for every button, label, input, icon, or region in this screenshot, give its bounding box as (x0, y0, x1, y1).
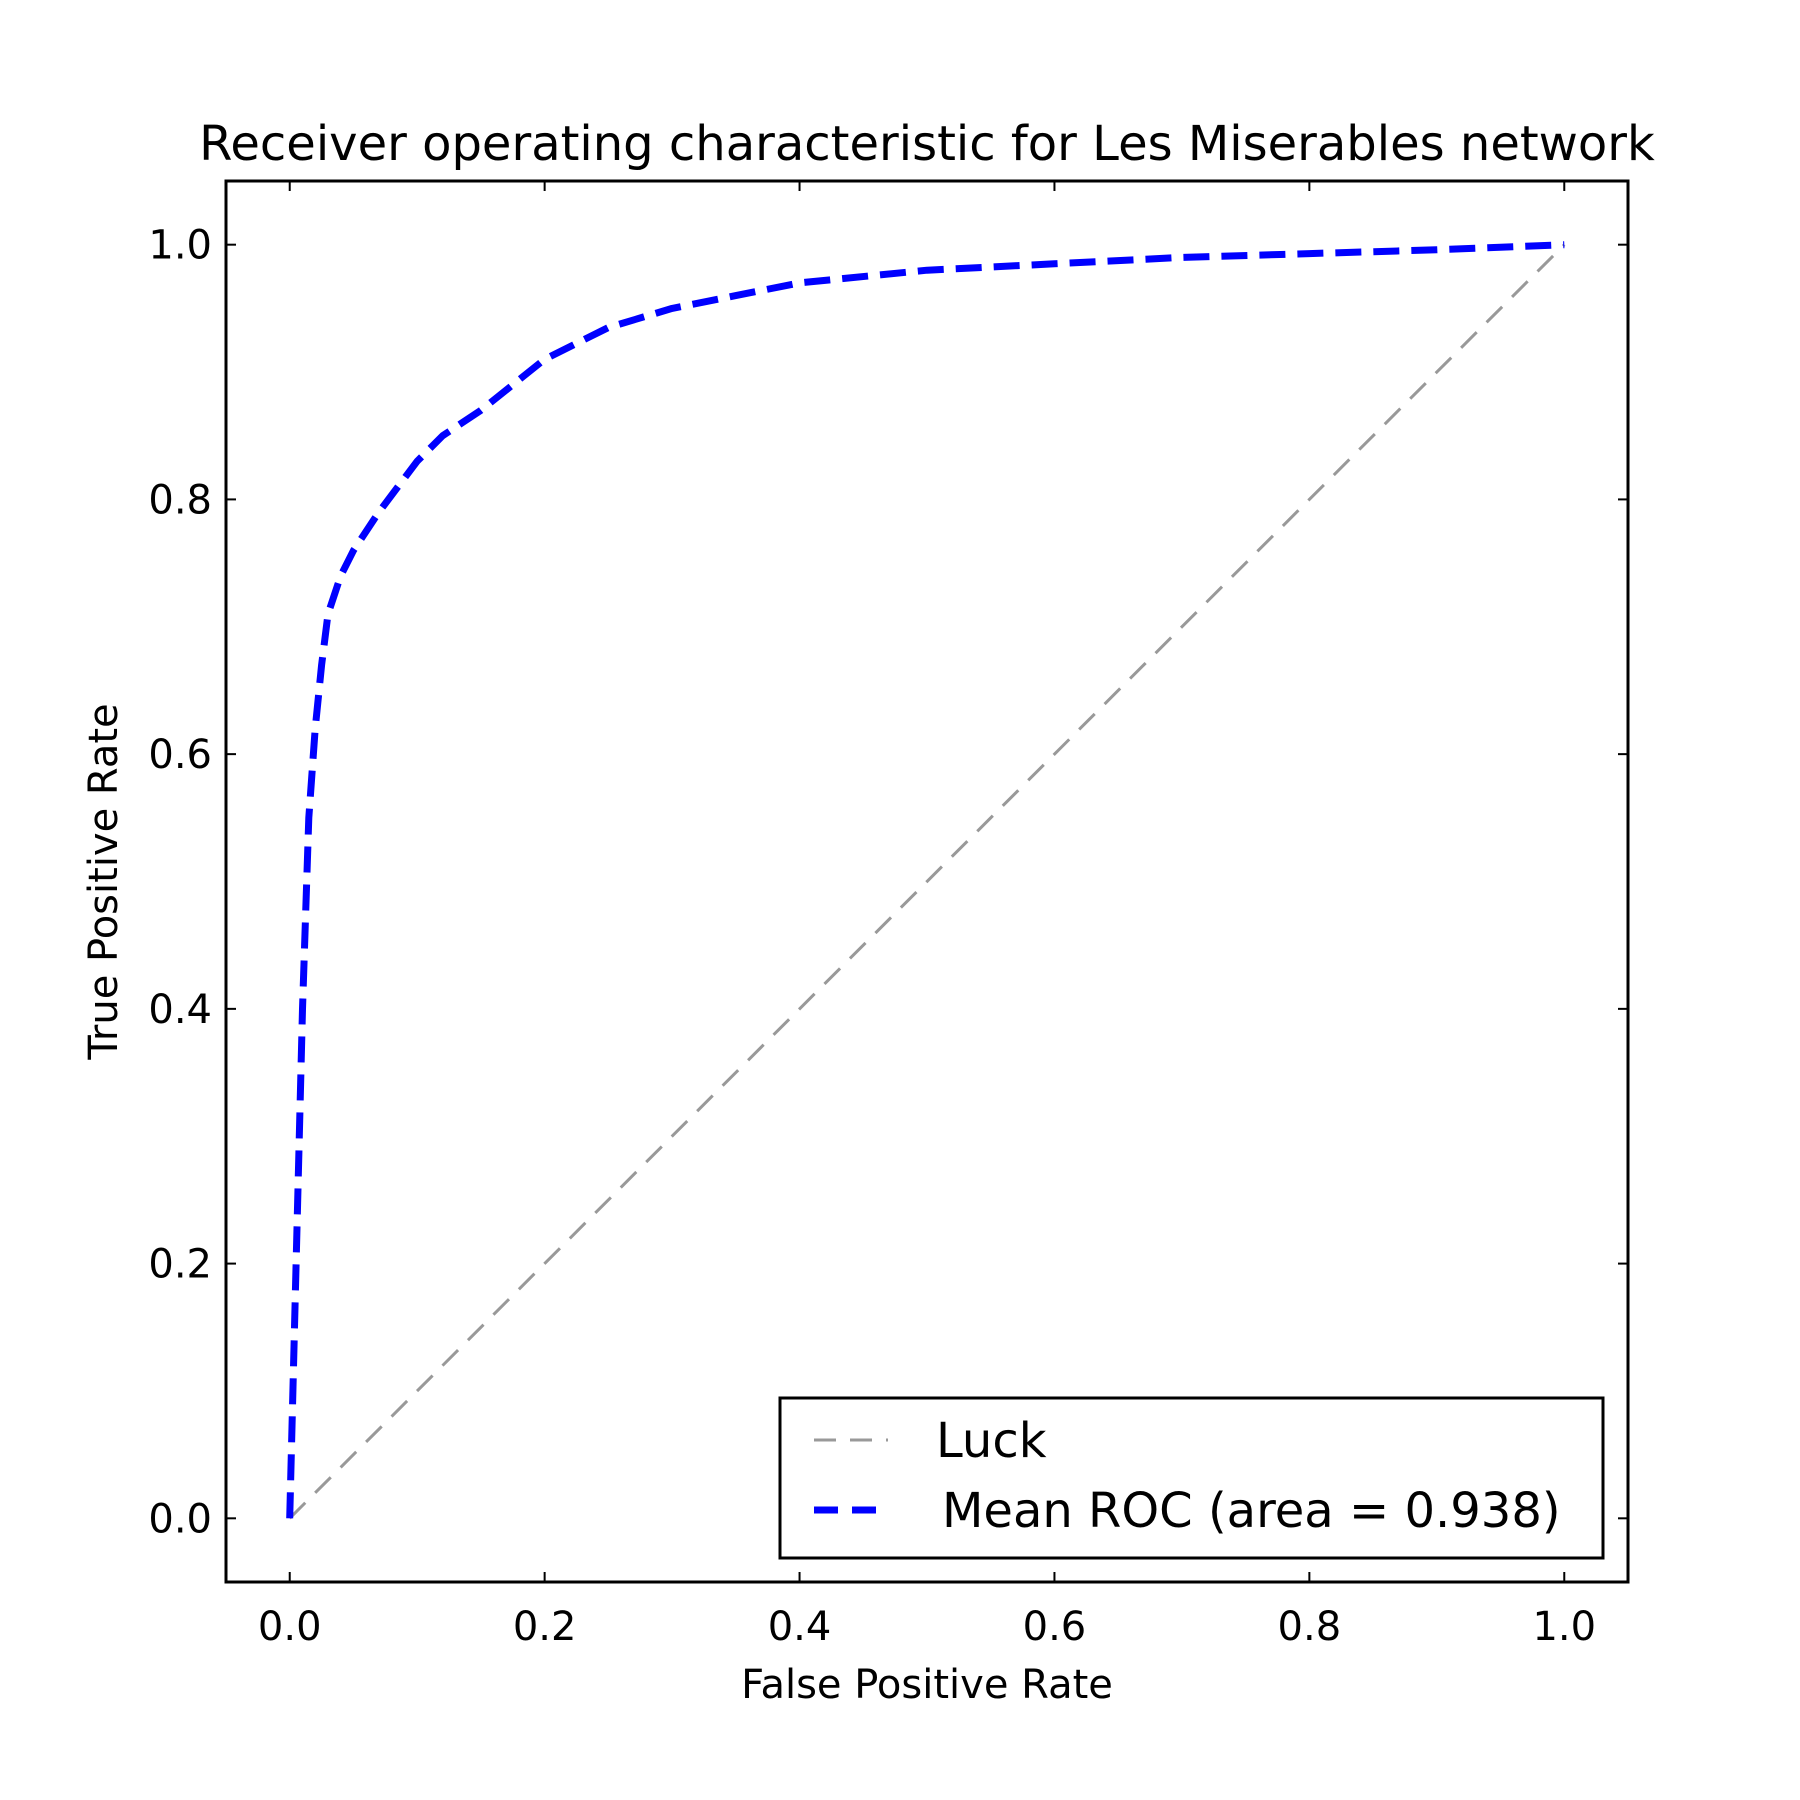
x-tick-label: 0.4 (768, 1604, 832, 1650)
legend-box (778, 1396, 1605, 1560)
series-layer (286, 241, 1566, 1520)
y-tick-label: 0.2 (148, 1242, 212, 1288)
x-tick-label: 0.6 (1023, 1604, 1087, 1650)
x-tick-label: 0.0 (258, 1604, 322, 1650)
y-axis-label: True Positive Rate (81, 703, 127, 1060)
mean-roc-line (286, 241, 1565, 1519)
x-tick-label: 0.2 (513, 1604, 577, 1650)
y-tick-label: 0.8 (148, 477, 212, 523)
legend-label-luck: Luck (936, 1413, 1047, 1469)
plot-frame (224, 179, 1630, 1584)
y-tick-label: 1.0 (148, 223, 212, 269)
y-tick-label: 0.0 (148, 1496, 212, 1542)
chart-title: Receiver operating characteristic for Le… (199, 116, 1655, 172)
legend: Luck Mean ROC (area = 0.938) (778, 1396, 1605, 1560)
x-tick-label: 1.0 (1532, 1604, 1596, 1650)
y-tick-label: 0.6 (148, 732, 212, 778)
ticks-layer: 0.0 0.2 0.4 0.6 0.8 1.0 0.0 0.2 0.4 0.6 0.8 1.0 (148, 181, 1628, 1650)
luck-line (288, 243, 1566, 1520)
y-tick-label: 0.4 (148, 987, 212, 1033)
legend-label-mean-roc: Mean ROC (area = 0.938) (942, 1483, 1561, 1539)
x-tick-label: 0.8 (1278, 1604, 1342, 1650)
x-axis-label: False Positive Rate (741, 1662, 1113, 1708)
